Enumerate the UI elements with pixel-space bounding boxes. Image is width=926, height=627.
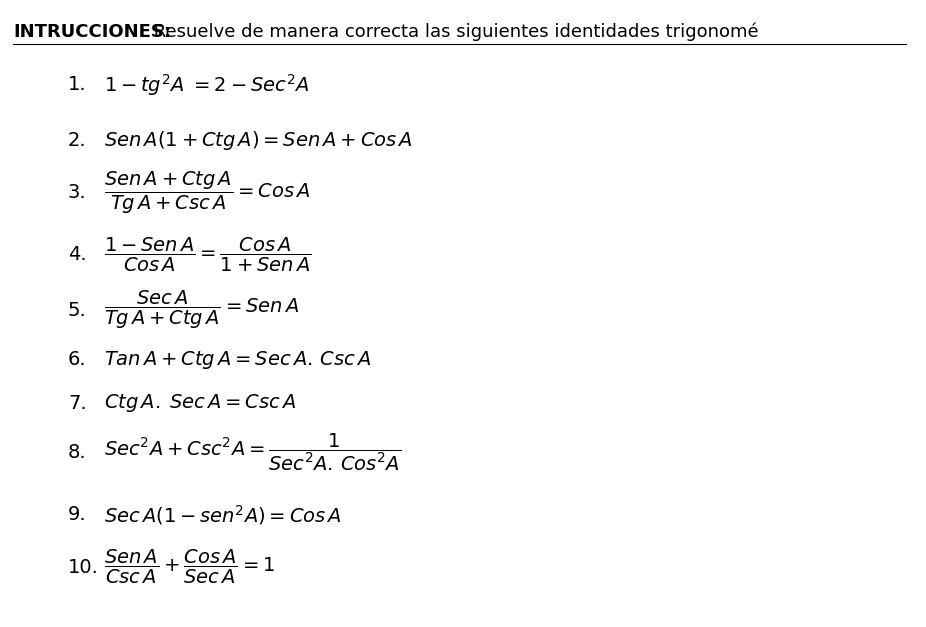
Text: $\dfrac{1-Sen\,A}{Cos\,A} = \dfrac{Cos\,A}{1+Sen\,A}$: $\dfrac{1-Sen\,A}{Cos\,A} = \dfrac{Cos\,… [105, 236, 312, 274]
Text: 1.: 1. [68, 75, 87, 94]
Text: 4.: 4. [68, 245, 87, 264]
Text: $1 - tg^{2}A$ $=2 - Sec^{2}A$: $1 - tg^{2}A$ $=2 - Sec^{2}A$ [105, 71, 310, 98]
Text: 6.: 6. [68, 350, 87, 369]
Text: $Sen\,A(1 + Ctg\,A) = Sen\,A + Cos\,A$: $Sen\,A(1 + Ctg\,A) = Sen\,A + Cos\,A$ [105, 129, 413, 152]
Text: 2.: 2. [68, 131, 87, 150]
Text: Resuelve de manera correcta las siguientes identidades trigonomé: Resuelve de manera correcta las siguient… [148, 23, 758, 41]
Text: $\dfrac{Sen\,A + Ctg\,A}{Tg\,A + Csc\,A} = Cos\,A$: $\dfrac{Sen\,A + Ctg\,A}{Tg\,A + Csc\,A}… [105, 170, 311, 216]
Text: 9.: 9. [68, 505, 87, 524]
Text: $Tan\,A + Ctg\,A = Sec\,A.\,Csc\,A$: $Tan\,A + Ctg\,A = Sec\,A.\,Csc\,A$ [105, 349, 371, 371]
Text: $Ctg\,A.\;Sec\,A = Csc\,A$: $Ctg\,A.\;Sec\,A = Csc\,A$ [105, 393, 297, 414]
Text: INTRUCCIONES:: INTRUCCIONES: [13, 23, 171, 41]
Text: $Sec^{2}A + Csc^{2}A = \dfrac{1}{Sec^{2}A.\,Cos^{2}A}$: $Sec^{2}A + Csc^{2}A = \dfrac{1}{Sec^{2}… [105, 432, 402, 473]
Text: $\dfrac{Sec\,A}{Tg\,A+Ctg\,A} = Sen\,A$: $\dfrac{Sec\,A}{Tg\,A+Ctg\,A} = Sen\,A$ [105, 290, 299, 332]
Text: $Sec\,A\left(1 - sen^{2}A\right) = Cos\,A$: $Sec\,A\left(1 - sen^{2}A\right) = Cos\,… [105, 503, 343, 527]
Text: $\dfrac{Sen\,A}{Csc\,A} + \dfrac{Cos\,A}{Sec\,A} = 1$: $\dfrac{Sen\,A}{Csc\,A} + \dfrac{Cos\,A}… [105, 548, 275, 586]
Text: 3.: 3. [68, 183, 87, 203]
Text: 8.: 8. [68, 443, 87, 462]
Text: 10.: 10. [68, 557, 99, 577]
Text: 5.: 5. [68, 301, 87, 320]
Text: 7.: 7. [68, 394, 87, 413]
